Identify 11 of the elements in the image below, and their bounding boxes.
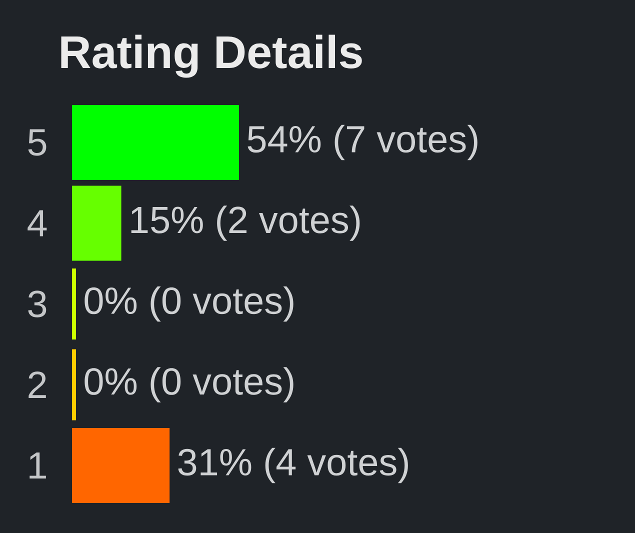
y-tick-label: 2 bbox=[28, 372, 46, 398]
y-tick-label: 1 bbox=[30, 452, 46, 479]
y-tick-label: 5 bbox=[28, 129, 46, 156]
data-label: 54% (7 votes) bbox=[248, 124, 478, 160]
data-label: 15% (2 votes) bbox=[131, 206, 360, 241]
data-label: 0% (0 votes) bbox=[84, 286, 294, 322]
y-tick-label: 4 bbox=[28, 210, 47, 236]
chart-title: Rating Details bbox=[61, 34, 362, 78]
y-tick-label: 3 bbox=[28, 290, 46, 318]
data-label: 31% (4 votes) bbox=[178, 448, 408, 484]
data-label: 0% (0 votes) bbox=[84, 367, 294, 402]
